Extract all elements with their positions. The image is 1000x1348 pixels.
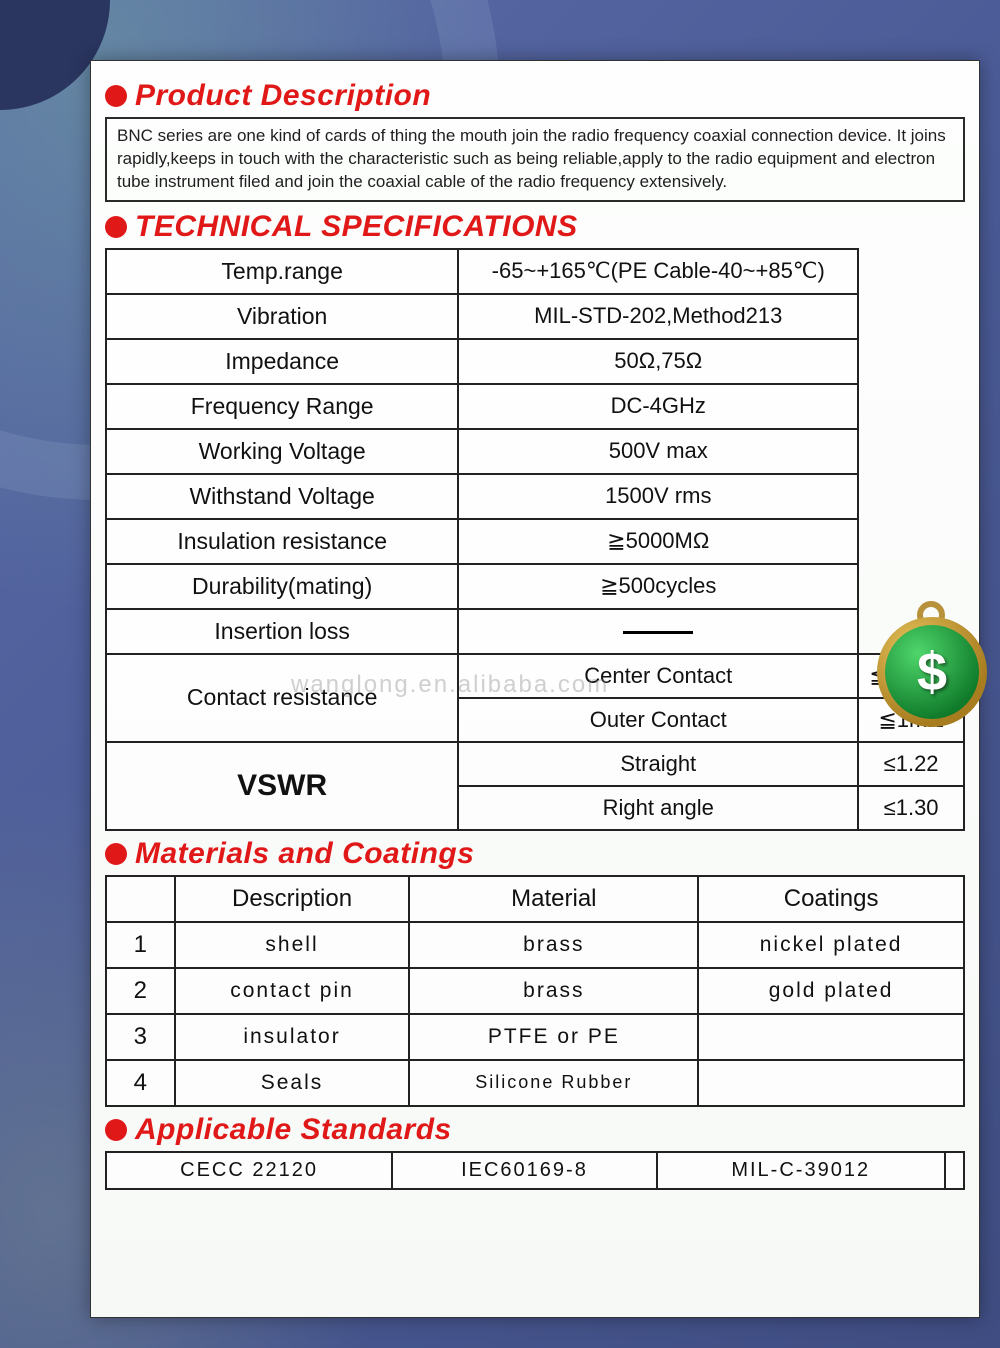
mat-material: Silicone Rubber [409,1060,698,1106]
bullet-icon [105,85,127,107]
table-row: CECC 22120 IEC60169-8 MIL-C-39012 [106,1152,964,1189]
spec-value: 500V max [458,429,858,474]
table-header-row: Description Material Coatings [106,876,964,922]
spec-value: 1500V rms [458,474,858,519]
spec-value: ≤1.22 [858,742,964,786]
mat-coating [698,1014,964,1060]
mat-coating [698,1060,964,1106]
mat-coating: gold plated [698,968,964,1014]
materials-table: Description Material Coatings 1shellbras… [105,875,965,1107]
table-row: Frequency RangeDC-4GHz [106,384,964,429]
row-number: 4 [106,1060,175,1106]
table-row: 2contact pinbrassgold plated [106,968,964,1014]
spec-label: Contact resistance [106,654,458,742]
spec-label: Durability(mating) [106,564,458,609]
standard-item: MIL-C-39012 [657,1152,945,1189]
table-row: Durability(mating)≧500cycles [106,564,964,609]
bullet-icon [105,843,127,865]
mat-coating: nickel plated [698,922,964,968]
table-row: VSWR Straight ≤1.22 [106,742,964,786]
spec-label: Vibration [106,294,458,339]
spec-label: VSWR [106,742,458,830]
spec-value: DC-4GHz [458,384,858,429]
table-row: 4SealsSilicone Rubber [106,1060,964,1106]
table-row: Insulation resistance≧5000MΩ [106,519,964,564]
col-header [106,876,175,922]
table-row: Impedance50Ω,75Ω [106,339,964,384]
spec-value: ≧5000MΩ [458,519,858,564]
section-standards-header: Applicable Standards [91,1113,979,1147]
mat-material: brass [409,922,698,968]
row-number: 3 [106,1014,175,1060]
section-title-standards: Applicable Standards [135,1113,452,1147]
spec-value [458,609,858,654]
spec-value: ≤1.30 [858,786,964,830]
standard-item: CECC 22120 [106,1152,392,1189]
row-number: 1 [106,922,175,968]
mat-desc: shell [175,922,410,968]
section-materials-header: Materials and Coatings [91,837,979,871]
spec-label: Impedance [106,339,458,384]
col-header: Description [175,876,410,922]
mat-desc: contact pin [175,968,410,1014]
spec-label: Temp.range [106,249,458,294]
spec-label: Insertion loss [106,609,458,654]
spec-card: Product Description BNC series are one k… [90,60,980,1318]
spec-label: Insulation resistance [106,519,458,564]
mat-desc: Seals [175,1060,410,1106]
mat-material: PTFE or PE [409,1014,698,1060]
standard-item [945,1152,964,1189]
table-row: Withstand Voltage1500V rms [106,474,964,519]
spec-sublabel: Center Contact [458,654,858,698]
dash-icon [623,631,693,634]
section-title-product-description: Product Description [135,79,431,113]
spec-value: -65~+165℃(PE Cable-40~+85℃) [458,249,858,294]
mat-material: brass [409,968,698,1014]
section-product-description-header: Product Description [91,79,979,113]
section-title-tech-specs: TECHNICAL SPECIFICATIONS [135,210,578,244]
table-row: Contact resistance Center Contact ≦1.5mΩ [106,654,964,698]
table-row: 3insulatorPTFE or PE [106,1014,964,1060]
col-header: Material [409,876,698,922]
col-header: Coatings [698,876,964,922]
bullet-icon [105,1119,127,1141]
spec-label: Frequency Range [106,384,458,429]
standards-table: CECC 22120 IEC60169-8 MIL-C-39012 [105,1151,965,1190]
standard-item: IEC60169-8 [392,1152,657,1189]
spec-value: MIL-STD-202,Method213 [458,294,858,339]
table-row: VibrationMIL-STD-202,Method213 [106,294,964,339]
coin-face: $ [885,625,979,719]
spec-sublabel: Outer Contact [458,698,858,742]
spec-label: Withstand Voltage [106,474,458,519]
row-number: 2 [106,968,175,1014]
spec-label: Working Voltage [106,429,458,474]
table-row: Insertion loss [106,609,964,654]
bullet-icon [105,216,127,238]
section-tech-specs-header: TECHNICAL SPECIFICATIONS [91,210,979,244]
spec-sublabel: Straight [458,742,858,786]
tech-specs-table: Temp.range-65~+165℃(PE Cable-40~+85℃) Vi… [105,248,965,831]
dollar-sign-icon: $ [917,641,947,703]
spec-sublabel: Right angle [458,786,858,830]
table-row: Temp.range-65~+165℃(PE Cable-40~+85℃) [106,249,964,294]
dollar-coin-icon: $ [877,617,987,727]
mat-desc: insulator [175,1014,410,1060]
spec-value: 50Ω,75Ω [458,339,858,384]
product-description-text: BNC series are one kind of cards of thin… [105,117,965,202]
section-title-materials: Materials and Coatings [135,837,474,871]
table-row: Working Voltage500V max [106,429,964,474]
spec-value: ≧500cycles [458,564,858,609]
table-row: 1shellbrassnickel plated [106,922,964,968]
